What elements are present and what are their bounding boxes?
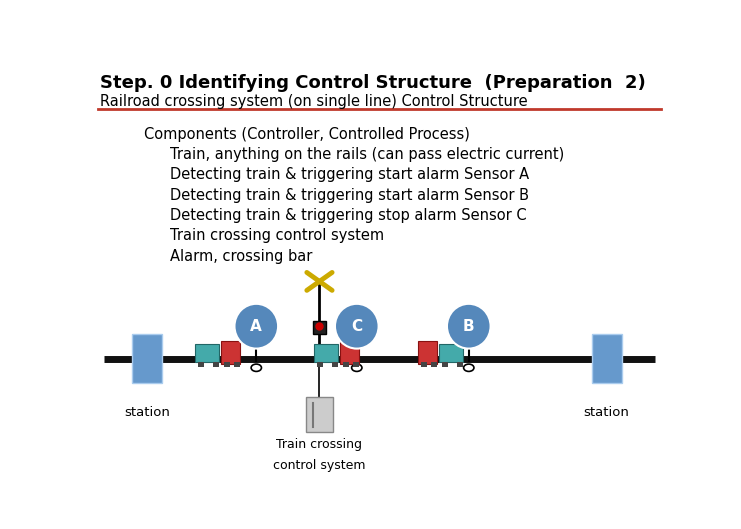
FancyBboxPatch shape <box>457 362 463 367</box>
Text: Detecting train & triggering start alarm Sensor A: Detecting train & triggering start alarm… <box>170 167 529 183</box>
FancyBboxPatch shape <box>442 362 448 367</box>
FancyBboxPatch shape <box>222 342 239 364</box>
Text: C: C <box>351 318 362 334</box>
FancyBboxPatch shape <box>353 362 359 367</box>
Ellipse shape <box>234 304 278 349</box>
Circle shape <box>464 364 474 371</box>
FancyBboxPatch shape <box>313 343 338 362</box>
Text: Train crossing: Train crossing <box>276 438 362 451</box>
Text: Components (Controller, Controlled Process): Components (Controller, Controlled Proce… <box>144 126 471 142</box>
Text: Train crossing control system: Train crossing control system <box>170 229 385 243</box>
Text: Alarm, crossing bar: Alarm, crossing bar <box>170 249 313 264</box>
Text: station: station <box>124 406 170 418</box>
FancyBboxPatch shape <box>431 362 436 367</box>
Text: B: B <box>463 318 474 334</box>
Text: Train, anything on the rails (can pass electric current): Train, anything on the rails (can pass e… <box>170 147 565 162</box>
Text: Step. 0 Identifying Control Structure  (Preparation  2): Step. 0 Identifying Control Structure (P… <box>99 74 645 92</box>
FancyBboxPatch shape <box>132 334 162 383</box>
FancyBboxPatch shape <box>418 342 436 364</box>
Circle shape <box>352 364 362 371</box>
Ellipse shape <box>447 304 491 349</box>
FancyBboxPatch shape <box>343 362 349 367</box>
FancyBboxPatch shape <box>332 362 338 367</box>
FancyBboxPatch shape <box>421 362 427 367</box>
FancyBboxPatch shape <box>199 362 204 367</box>
FancyBboxPatch shape <box>340 342 359 364</box>
Circle shape <box>251 364 262 371</box>
FancyBboxPatch shape <box>439 343 463 362</box>
FancyBboxPatch shape <box>195 343 219 362</box>
Text: station: station <box>584 406 630 418</box>
FancyBboxPatch shape <box>234 362 239 367</box>
Text: A: A <box>250 318 262 334</box>
FancyBboxPatch shape <box>313 321 326 334</box>
FancyBboxPatch shape <box>224 362 230 367</box>
Ellipse shape <box>335 304 379 349</box>
FancyBboxPatch shape <box>317 362 323 367</box>
Text: Railroad crossing system (on single line) Control Structure: Railroad crossing system (on single line… <box>99 94 527 109</box>
FancyBboxPatch shape <box>591 334 622 383</box>
Text: Detecting train & triggering start alarm Sensor B: Detecting train & triggering start alarm… <box>170 188 529 203</box>
Text: control system: control system <box>273 459 366 471</box>
Text: Detecting train & triggering stop alarm Sensor C: Detecting train & triggering stop alarm … <box>170 208 527 223</box>
FancyBboxPatch shape <box>213 362 219 367</box>
FancyBboxPatch shape <box>306 397 333 432</box>
